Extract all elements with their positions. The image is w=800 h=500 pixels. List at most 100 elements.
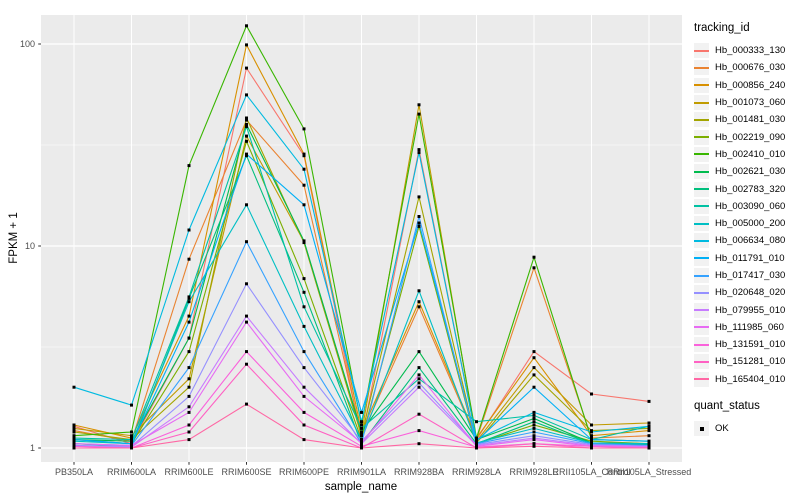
data-point xyxy=(302,385,306,389)
data-point xyxy=(475,439,478,443)
legend-entry-label: Hb_002621_030 xyxy=(715,166,786,178)
y-tick-label: 1 xyxy=(30,443,35,453)
data-point xyxy=(302,239,306,243)
data-point xyxy=(245,24,248,28)
data-point xyxy=(532,410,536,414)
data-point xyxy=(245,314,248,318)
x-tick-label: RRIM600PE xyxy=(279,467,329,477)
data-point xyxy=(72,426,76,430)
data-point xyxy=(417,221,421,225)
data-point xyxy=(590,444,593,448)
line-swatch-icon xyxy=(694,170,709,173)
data-point xyxy=(130,439,133,443)
data-point xyxy=(302,203,306,207)
data-point xyxy=(72,438,76,442)
data-point xyxy=(245,66,248,70)
data-point xyxy=(360,430,363,434)
legend-key xyxy=(694,337,709,353)
data-point xyxy=(245,118,248,122)
data-point xyxy=(590,446,593,450)
data-point xyxy=(245,125,248,129)
x-tick-label: PB350LA xyxy=(55,467,93,477)
legend-key xyxy=(694,164,709,180)
line-swatch-icon xyxy=(694,66,709,69)
data-point xyxy=(187,385,191,389)
data-point xyxy=(302,277,306,281)
data-point xyxy=(532,385,536,389)
legend-entry: Hb_151281_010 xyxy=(694,353,800,370)
legend-entry-label: Hb_006634_080 xyxy=(715,235,786,247)
legend-key xyxy=(694,181,709,197)
legend-entry-label: Hb_000676_030 xyxy=(715,62,786,74)
data-point xyxy=(532,373,536,377)
data-point xyxy=(417,112,421,116)
legend-entry-label: Hb_005000_200 xyxy=(715,218,786,230)
data-point xyxy=(532,266,536,270)
data-point xyxy=(72,446,76,450)
legend-entry: Hb_079955_010 xyxy=(694,301,800,318)
data-point xyxy=(532,444,536,448)
line-swatch-icon xyxy=(694,326,709,329)
data-point xyxy=(187,350,191,354)
data-point xyxy=(130,446,133,450)
data-point xyxy=(187,438,191,442)
x-tick-label: RRIM600LA xyxy=(107,467,156,477)
legend-entry: Hb_000333_130 xyxy=(694,42,800,59)
data-point xyxy=(590,392,593,396)
data-point xyxy=(417,195,421,199)
data-point xyxy=(187,314,191,318)
legend-entry-label: Hb_151281_010 xyxy=(715,356,786,368)
data-point xyxy=(72,442,76,446)
data-point xyxy=(647,429,651,433)
line-swatch-icon xyxy=(694,136,709,139)
data-point xyxy=(245,122,248,126)
legend-entry: Hb_001073_060 xyxy=(694,94,800,111)
data-point xyxy=(475,446,478,450)
data-point xyxy=(647,439,651,443)
data-point xyxy=(245,152,248,156)
legend-key xyxy=(694,77,709,93)
data-point xyxy=(417,377,421,381)
data-point xyxy=(187,228,191,232)
data-point xyxy=(245,362,248,366)
data-point xyxy=(360,423,363,427)
x-tick-label: RRIM928LA xyxy=(452,467,501,477)
data-point xyxy=(245,350,248,354)
data-point xyxy=(532,442,536,446)
data-point xyxy=(417,429,421,433)
legend-entry-label: Hb_000333_130 xyxy=(715,45,786,57)
quant-status-section: quant_status OK xyxy=(694,400,800,437)
legend-entry-quant-ok: OK xyxy=(694,420,800,437)
legend-entry-label: Hb_020648_020 xyxy=(715,287,786,299)
line-swatch-icon xyxy=(694,274,709,277)
data-point xyxy=(187,366,191,370)
legend-key xyxy=(694,112,709,128)
data-point xyxy=(187,300,191,304)
quant-ok-key xyxy=(694,421,709,437)
data-point xyxy=(245,282,248,286)
data-point xyxy=(417,442,421,446)
legend-entry: Hb_002621_030 xyxy=(694,163,800,180)
legend-entry: Hb_006634_080 xyxy=(694,232,800,249)
data-point xyxy=(302,324,306,328)
legend-entry-label: Hb_003090_060 xyxy=(715,200,786,212)
legend-entry-label: Hb_002783_320 xyxy=(715,183,786,195)
data-point xyxy=(532,434,536,438)
data-point xyxy=(245,116,248,120)
line-swatch-icon xyxy=(694,49,709,52)
data-point xyxy=(302,154,306,158)
data-point xyxy=(130,443,133,447)
data-point xyxy=(72,434,76,438)
legend-key xyxy=(694,95,709,111)
data-point xyxy=(130,438,133,442)
data-point xyxy=(187,164,191,168)
legend-entry-label: Hb_131591_010 xyxy=(715,339,786,351)
data-point xyxy=(532,366,536,370)
y-tick-label: 10 xyxy=(25,241,35,251)
line-swatch-icon xyxy=(694,101,709,104)
legend-key xyxy=(694,285,709,301)
legend-entry: Hb_002410_010 xyxy=(694,146,800,163)
legend-entry-label: Hb_079955_010 xyxy=(715,304,786,316)
data-point xyxy=(302,290,306,294)
